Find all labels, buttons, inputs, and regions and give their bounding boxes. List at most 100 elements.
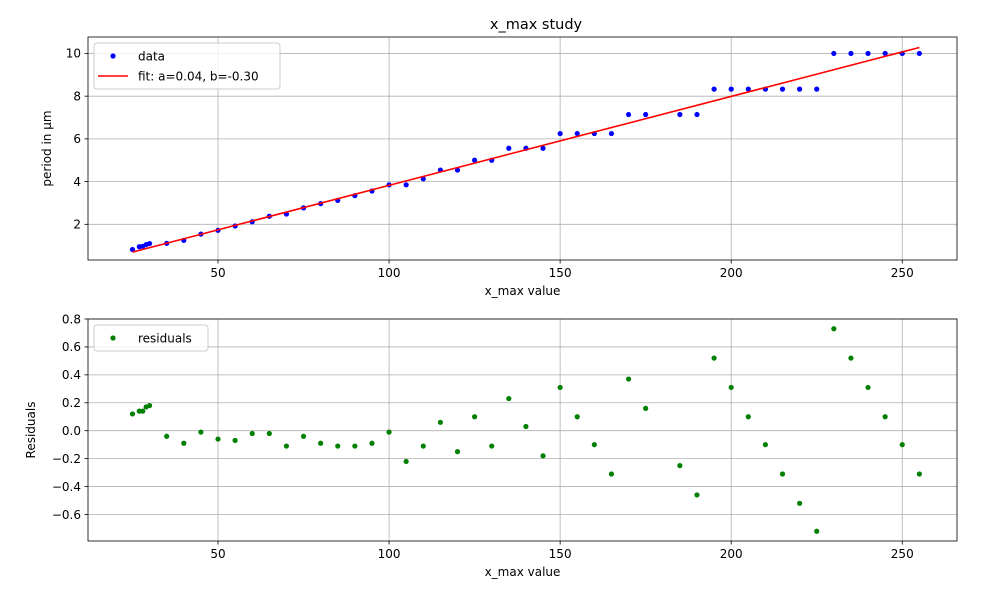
data-point (625, 111, 632, 118)
residuals-point (865, 384, 871, 391)
data-point (882, 50, 888, 57)
residuals-point (489, 443, 495, 449)
legend: residuals (93, 324, 209, 352)
residuals-point (745, 414, 751, 420)
residuals-point (523, 423, 529, 430)
residuals-point (129, 411, 136, 417)
residuals-point (386, 429, 392, 435)
residuals-point (318, 440, 324, 446)
y-tick-label: 10 (66, 47, 81, 61)
x-tick-label: 200 (720, 547, 743, 561)
residuals-point (694, 492, 700, 498)
residuals-point (506, 395, 512, 402)
y-tick-label: −0.6 (52, 508, 81, 522)
y-axis-label: Residuals (24, 402, 38, 459)
data-point (574, 130, 580, 137)
residuals-point (454, 449, 461, 455)
legend: data fit: a=0.04, b=-0.30 (93, 42, 281, 90)
y-tick-label: −0.2 (52, 452, 81, 466)
x-tick-label: 250 (891, 266, 914, 280)
y-tick-label: 0.6 (62, 340, 81, 354)
residuals-point (249, 430, 255, 437)
residuals-point (215, 436, 221, 442)
legend-point-swatch (110, 335, 116, 341)
legend-label: fit: a=0.04, b=-0.30 (138, 69, 259, 83)
data-point (403, 182, 409, 188)
residuals-point (848, 355, 854, 361)
y-tick-label: 6 (73, 132, 81, 146)
top-chart: 50 100 150 200 250 2 4 6 8 10 x_max value period in… (40, 36, 958, 298)
legend-point-swatch (110, 53, 116, 59)
residuals-point (369, 440, 375, 446)
x-tick-label: 100 (378, 266, 401, 280)
residuals-point (472, 414, 478, 420)
data-point (694, 111, 700, 118)
residuals-point (198, 429, 204, 435)
y-tick-label: 0.2 (62, 396, 81, 410)
legend-label: data (138, 49, 165, 63)
data-point (608, 130, 615, 137)
y-tick-label: 4 (73, 175, 81, 189)
residuals-point (899, 442, 905, 448)
data-point (146, 240, 153, 247)
data-point (540, 145, 546, 151)
legend-box (93, 42, 281, 90)
residuals-point (677, 463, 683, 469)
residuals-point (352, 443, 358, 449)
residuals-point (882, 414, 888, 420)
y-tick-label: −0.4 (52, 480, 81, 494)
residuals-point (591, 442, 597, 448)
residuals-point (335, 443, 341, 449)
residuals-point (283, 443, 290, 449)
x-tick-label: 250 (891, 547, 914, 561)
x-axis-label: x_max value (485, 284, 561, 298)
residuals-point (797, 500, 803, 506)
y-axis-label: period in µm (40, 110, 54, 186)
y-tick-label: 0.8 (62, 312, 81, 326)
residuals-point (266, 430, 272, 437)
x-tick-label: 150 (549, 266, 572, 280)
residuals-point (916, 471, 922, 477)
chart-title: x_max study (490, 17, 583, 33)
data-point (779, 86, 786, 92)
residuals-point (814, 528, 820, 534)
legend-label: residuals (138, 331, 192, 345)
residuals-point (403, 458, 409, 465)
data-point (711, 86, 717, 92)
data-point (506, 145, 512, 151)
data-point (865, 50, 871, 57)
residuals-point (181, 440, 187, 446)
plot-frame (87, 36, 958, 261)
data-point (814, 86, 820, 92)
data-point (728, 86, 734, 92)
residuals-point (164, 433, 170, 439)
x-tick-label: 50 (210, 266, 225, 280)
x-tick-label: 200 (720, 266, 743, 280)
y-tick-label: 0.4 (62, 368, 81, 382)
bottom-chart: 50 100 150 200 250 −0.6 −0.4 −0.2 0.0 0.2 0.4 0.6 0.… (24, 312, 958, 579)
x-tick-label: 150 (549, 547, 572, 561)
y-tick-label: 2 (73, 218, 81, 232)
data-point (831, 50, 837, 57)
x-tick-label: 100 (378, 547, 401, 561)
data-point (745, 86, 751, 92)
data-point (454, 167, 461, 173)
residuals-point (762, 442, 769, 448)
x-tick-label: 50 (210, 547, 225, 561)
residuals-point (557, 384, 563, 391)
x-axis-label: x_max value (485, 565, 561, 579)
residuals-point (420, 443, 426, 449)
fit-line (132, 46, 920, 253)
residuals-point (779, 471, 786, 477)
y-tick-label: 0.0 (62, 424, 81, 438)
residuals-point (300, 433, 307, 439)
data-point (472, 157, 478, 163)
data-point (643, 111, 649, 118)
residuals-point (540, 453, 546, 459)
residuals-point (140, 408, 146, 414)
residuals-point (831, 326, 837, 332)
data-point (916, 50, 922, 57)
plot-frame (87, 318, 958, 542)
residuals-point (711, 355, 717, 361)
